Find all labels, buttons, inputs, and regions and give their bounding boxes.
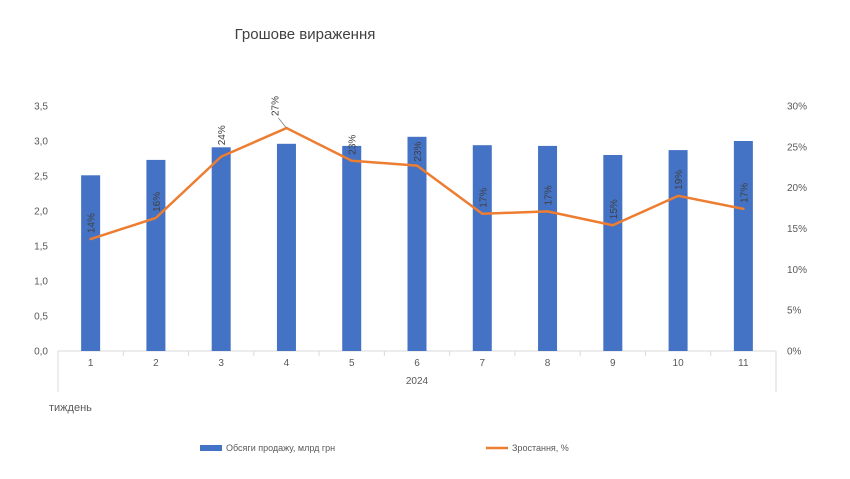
y2-tick-label: 5%	[787, 306, 802, 317]
axes: 0,0 0,5 1,0 1,5 2,0 2,5 3,0 3,5 0% 5% 10% 15% 20% 25%…	[34, 102, 807, 392]
bar	[733, 141, 753, 351]
y-tick-label: 0,0	[34, 347, 48, 358]
y-tick-label: 3,5	[34, 102, 48, 113]
legend-label-line: Зростання, %	[512, 443, 569, 453]
bar	[81, 175, 101, 351]
legend-label-bars: Обсяги продажу, млрд грн	[226, 443, 335, 453]
data-label: 23%	[413, 141, 424, 161]
x-tick-label: 6	[414, 358, 420, 369]
bar	[472, 145, 492, 351]
bar-series	[81, 136, 753, 351]
legend-swatch-bars	[200, 445, 222, 451]
line-path	[89, 126, 745, 241]
leader-line	[278, 117, 287, 129]
bar	[603, 155, 623, 351]
x-group-label: 2024	[406, 376, 429, 387]
bar	[146, 159, 166, 351]
y2-tick-label: 10%	[787, 265, 807, 276]
y-tick-label: 0,5	[34, 312, 48, 323]
y2-tick-label: 0%	[787, 347, 802, 358]
x-tick-label: 9	[610, 358, 616, 369]
y2-tick-label: 15%	[787, 224, 807, 235]
y-tick-label: 1,0	[34, 277, 48, 288]
y2-tick-label: 20%	[787, 183, 807, 194]
chart-title: Грошове вираження	[235, 26, 376, 43]
data-label: 17%	[544, 185, 555, 205]
data-label: 16%	[152, 192, 163, 212]
x-tick-label: 3	[218, 358, 224, 369]
x-tick-label: 4	[284, 358, 290, 369]
bar	[407, 136, 427, 351]
x-tick-label: 7	[479, 358, 485, 369]
legend: Обсяги продажу, млрд грн Зростання, %	[200, 443, 569, 453]
data-label: 23%	[348, 135, 359, 155]
y-tick-label: 2,0	[34, 207, 48, 218]
line-series	[89, 126, 745, 241]
data-label: 27%	[270, 96, 281, 116]
data-labels: 14% 16% 24% 27% 23% 23% 17% 17% 15% 19% 17%	[87, 96, 751, 233]
x-axis-title: тиждень	[49, 402, 92, 414]
bar	[211, 147, 231, 351]
data-label: 19%	[674, 170, 685, 190]
x-tick-label: 1	[88, 358, 94, 369]
data-label: 17%	[478, 188, 489, 208]
data-label: 24%	[217, 125, 228, 145]
bar	[342, 145, 362, 351]
x-tick-label: 8	[545, 358, 551, 369]
y2-tick-label: 30%	[787, 102, 807, 113]
x-tick-label: 10	[673, 358, 685, 369]
y2-tick-label: 25%	[787, 142, 807, 153]
y-tick-label: 1,5	[34, 242, 48, 253]
y-tick-label: 3,0	[34, 137, 48, 148]
data-label: 17%	[739, 183, 750, 203]
bar	[668, 150, 688, 351]
data-label: 14%	[87, 213, 98, 233]
data-label: 15%	[609, 199, 620, 219]
x-tick-label: 2	[153, 358, 159, 369]
y-tick-label: 2,5	[34, 172, 48, 183]
x-tick-label: 11	[738, 358, 749, 369]
bar	[276, 143, 296, 351]
bar	[538, 145, 558, 351]
x-tick-label: 5	[349, 358, 355, 369]
